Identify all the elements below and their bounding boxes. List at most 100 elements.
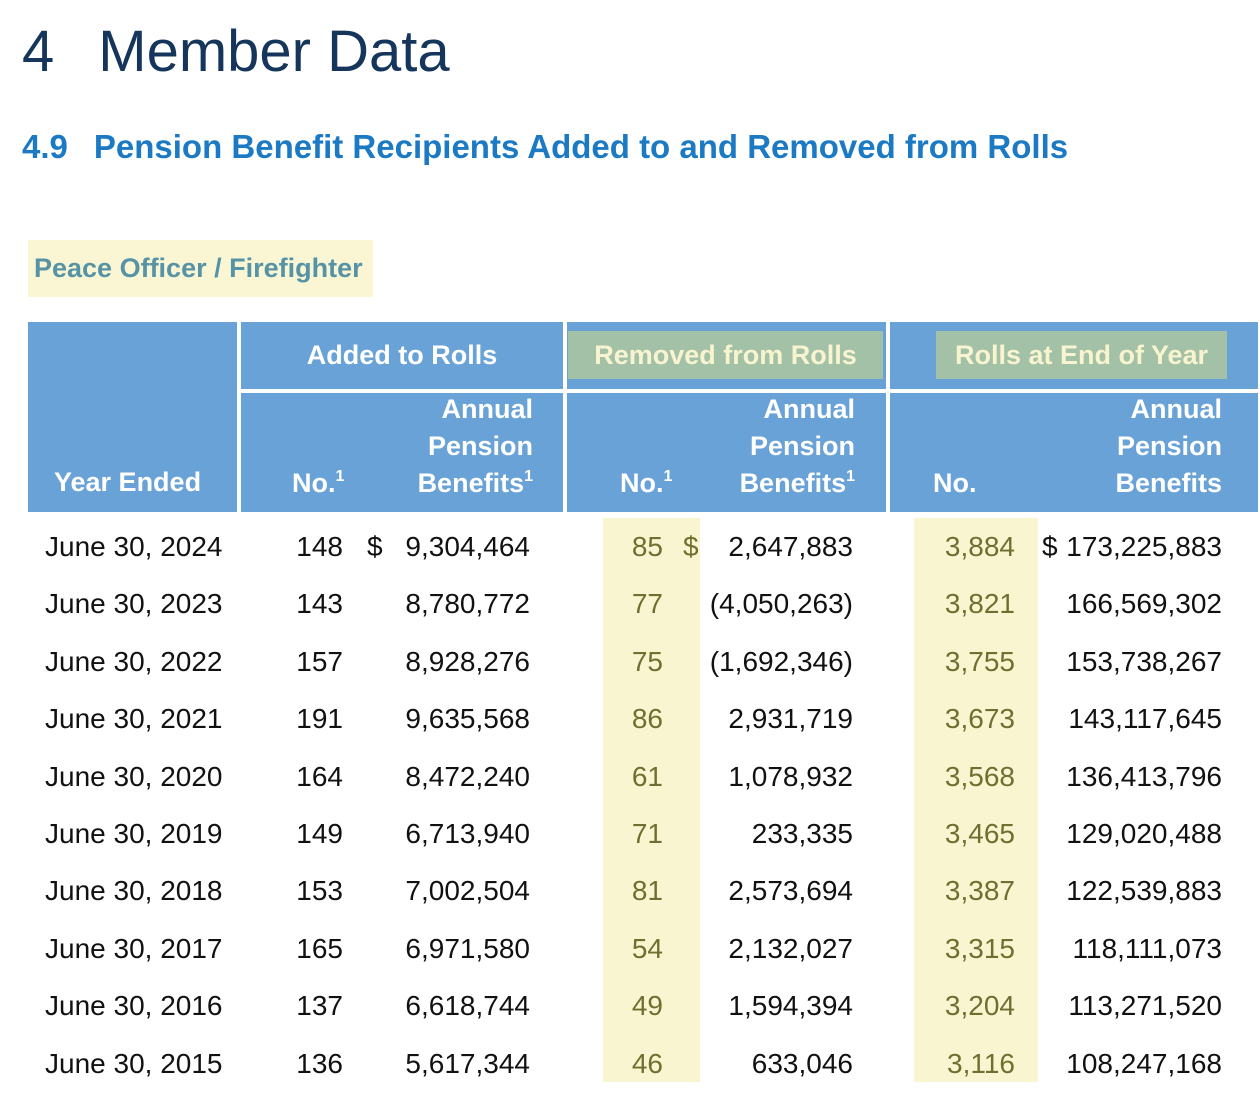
header-removed-from-rolls-label: Removed from Rolls (594, 339, 857, 370)
table-row: June 30, 2018 153 7,002,504 81 2,573,694… (28, 862, 1258, 920)
removed-from-rolls-highlight: Removed from Rolls (568, 331, 883, 379)
cell-rolls-no: 3,387 (944, 875, 1015, 907)
cell-added-benefits: 9,304,464 (405, 531, 530, 562)
cell-rolls-no: 3,116 (947, 1047, 1015, 1079)
cell-removed-benefits: 1,594,394 (728, 990, 853, 1022)
cell-added-no: 149 (296, 818, 343, 849)
cell-rolls-no: 3,673 (944, 703, 1015, 735)
header-year-ended: Year Ended (28, 322, 237, 512)
header-added-to-rolls-label: Added to Rolls (306, 340, 498, 370)
cell-added-dollar-sign: $ (367, 531, 383, 562)
cell-added-benefits: 8,472,240 (405, 760, 530, 792)
cell-added-benefits: 5,617,344 (405, 1047, 530, 1079)
chapter-heading: 4 Member Data (22, 18, 450, 85)
cell-removed-no: 85 (631, 531, 663, 562)
cell-added-no: 148 (296, 531, 343, 562)
header-rolls-at-end-of-year-label: Rolls at End of Year (954, 339, 1209, 370)
no-label: No. (292, 468, 336, 498)
cell-rolls-benefits: 166,569,302 (1066, 588, 1222, 620)
cell-rolls-benefits: 122,539,883 (1066, 875, 1222, 907)
cell-added-benefits: 7,002,504 (405, 875, 530, 907)
cell-removed-benefits: 233,335 (751, 818, 853, 849)
footnote-marker: 1 (663, 468, 673, 485)
cell-rolls-no: 3,315 (944, 932, 1015, 964)
cell-added-benefits: 6,971,580 (405, 932, 530, 964)
cell-year-ended: June 30, 2018 (45, 875, 223, 907)
cell-rolls-benefits: 118,111,073 (1072, 932, 1222, 964)
section-number: 4.9 (22, 128, 68, 165)
cell-removed-benefits: 633,046 (751, 1047, 853, 1079)
cell-removed-no: 71 (631, 818, 663, 849)
cell-rolls-no: 3,204 (944, 990, 1015, 1022)
cell-added-no: 153 (296, 875, 343, 907)
cell-year-ended: June 30, 2024 (45, 531, 223, 562)
rolls-at-end-of-year-highlight: Rolls at End of Year (936, 331, 1227, 379)
section-title: Pension Benefit Recipients Added to and … (93, 128, 1069, 165)
cell-removed-no: 49 (631, 990, 663, 1022)
header-added-to-rolls: Added to Rolls (241, 322, 563, 389)
cell-rolls-benefits: 108,247,168 (1066, 1047, 1222, 1079)
cell-removed-benefits: (4,050,263) (709, 588, 853, 620)
cell-rolls-benefits: 113,271,520 (1068, 990, 1222, 1022)
table-row: June 30, 2024 148 $ 9,304,464 85 $ 2,647… (28, 518, 1258, 576)
cell-year-ended: June 30, 2016 (45, 990, 223, 1022)
cell-rolls-no: 3,821 (944, 588, 1015, 620)
table-row: June 30, 2019 149 6,713,940 71 233,335 3… (28, 805, 1258, 863)
cell-rolls-benefits: 143,117,645 (1068, 703, 1222, 735)
cell-rolls-benefits: 129,020,488 (1066, 818, 1222, 849)
cell-removed-benefits: 2,573,694 (728, 875, 853, 907)
section-heading: 4.9 Pension Benefit Recipients Added to a… (22, 128, 1068, 166)
cell-rolls-no: 3,568 (944, 760, 1015, 792)
cell-added-no: 136 (296, 1047, 343, 1079)
cell-added-benefits: 6,618,744 (405, 990, 530, 1022)
table-row: June 30, 2023 143 8,780,772 77 (4,050,26… (28, 575, 1258, 633)
cell-rolls-no: 3,884 (944, 531, 1015, 562)
cell-rolls-no: 3,465 (944, 818, 1015, 849)
no-label: No. (620, 468, 664, 498)
header-rolls-at-end-of-year: Rolls at End of Year (890, 322, 1258, 389)
cell-rolls-benefits: 153,738,267 (1066, 645, 1222, 677)
cell-added-benefits: 9,635,568 (405, 703, 530, 735)
cell-removed-no: 75 (631, 645, 663, 677)
cell-removed-dollar-sign: $ (683, 531, 699, 562)
group-label: Peace Officer / Firefighter (34, 253, 363, 283)
cell-removed-no: 86 (631, 703, 663, 735)
subheader-removed-benefits: Annual Pension Benefits1 (740, 391, 855, 502)
table-row: June 30, 2015 136 5,617,344 46 633,046 3… (28, 1035, 1258, 1093)
cell-rolls-benefits: 173,225,883 (1066, 531, 1222, 562)
table-row: June 30, 2021 191 9,635,568 86 2,931,719… (28, 690, 1258, 748)
subheader-rolls: No. Annual Pension Benefits (890, 393, 1258, 512)
cell-rolls-benefits: 136,413,796 (1066, 760, 1222, 792)
subheader-added: No.1 Annual Pension Benefits1 (241, 393, 563, 512)
subheader-rolls-benefits: Annual Pension Benefits (1115, 391, 1222, 502)
table-row: June 30, 2022 157 8,928,276 75 (1,692,34… (28, 633, 1258, 691)
chapter-number: 4 (22, 19, 55, 84)
footnote-marker: 1 (846, 468, 855, 485)
chapter-title: Member Data (98, 19, 450, 84)
cell-year-ended: June 30, 2023 (45, 588, 223, 620)
cell-removed-benefits: 2,132,027 (728, 932, 853, 964)
subheader-rolls-no: No. (933, 465, 977, 502)
cell-year-ended: June 30, 2020 (45, 760, 223, 792)
cell-year-ended: June 30, 2015 (45, 1047, 223, 1079)
subheader-added-no: No.1 (292, 465, 344, 502)
table-rows: June 30, 2024 148 $ 9,304,464 85 $ 2,647… (28, 322, 1258, 1102)
cell-removed-no: 46 (631, 1047, 663, 1079)
footnote-marker: 1 (524, 468, 533, 485)
cell-rolls-dollar-sign: $ (1042, 531, 1058, 562)
cell-removed-no: 61 (631, 760, 663, 792)
cell-removed-benefits: (1,692,346) (709, 645, 853, 677)
table-row: June 30, 2016 137 6,618,744 49 1,594,394… (28, 977, 1258, 1035)
cell-removed-no: 81 (631, 875, 663, 907)
annual-pension-benefits-label: Annual Pension Benefits (417, 394, 533, 498)
cell-added-benefits: 8,928,276 (405, 645, 530, 677)
subheader-added-benefits: Annual Pension Benefits1 (418, 391, 533, 502)
cell-removed-no: 54 (631, 932, 663, 964)
header-year-ended-label: Year Ended (54, 467, 202, 497)
cell-added-no: 164 (296, 760, 343, 792)
header-removed-from-rolls: Removed from Rolls (567, 322, 886, 389)
cell-removed-benefits: 2,931,719 (728, 703, 853, 735)
subheader-removed: No.1 Annual Pension Benefits1 (567, 393, 886, 512)
cell-added-no: 191 (296, 703, 343, 735)
footnote-marker: 1 (335, 468, 345, 485)
